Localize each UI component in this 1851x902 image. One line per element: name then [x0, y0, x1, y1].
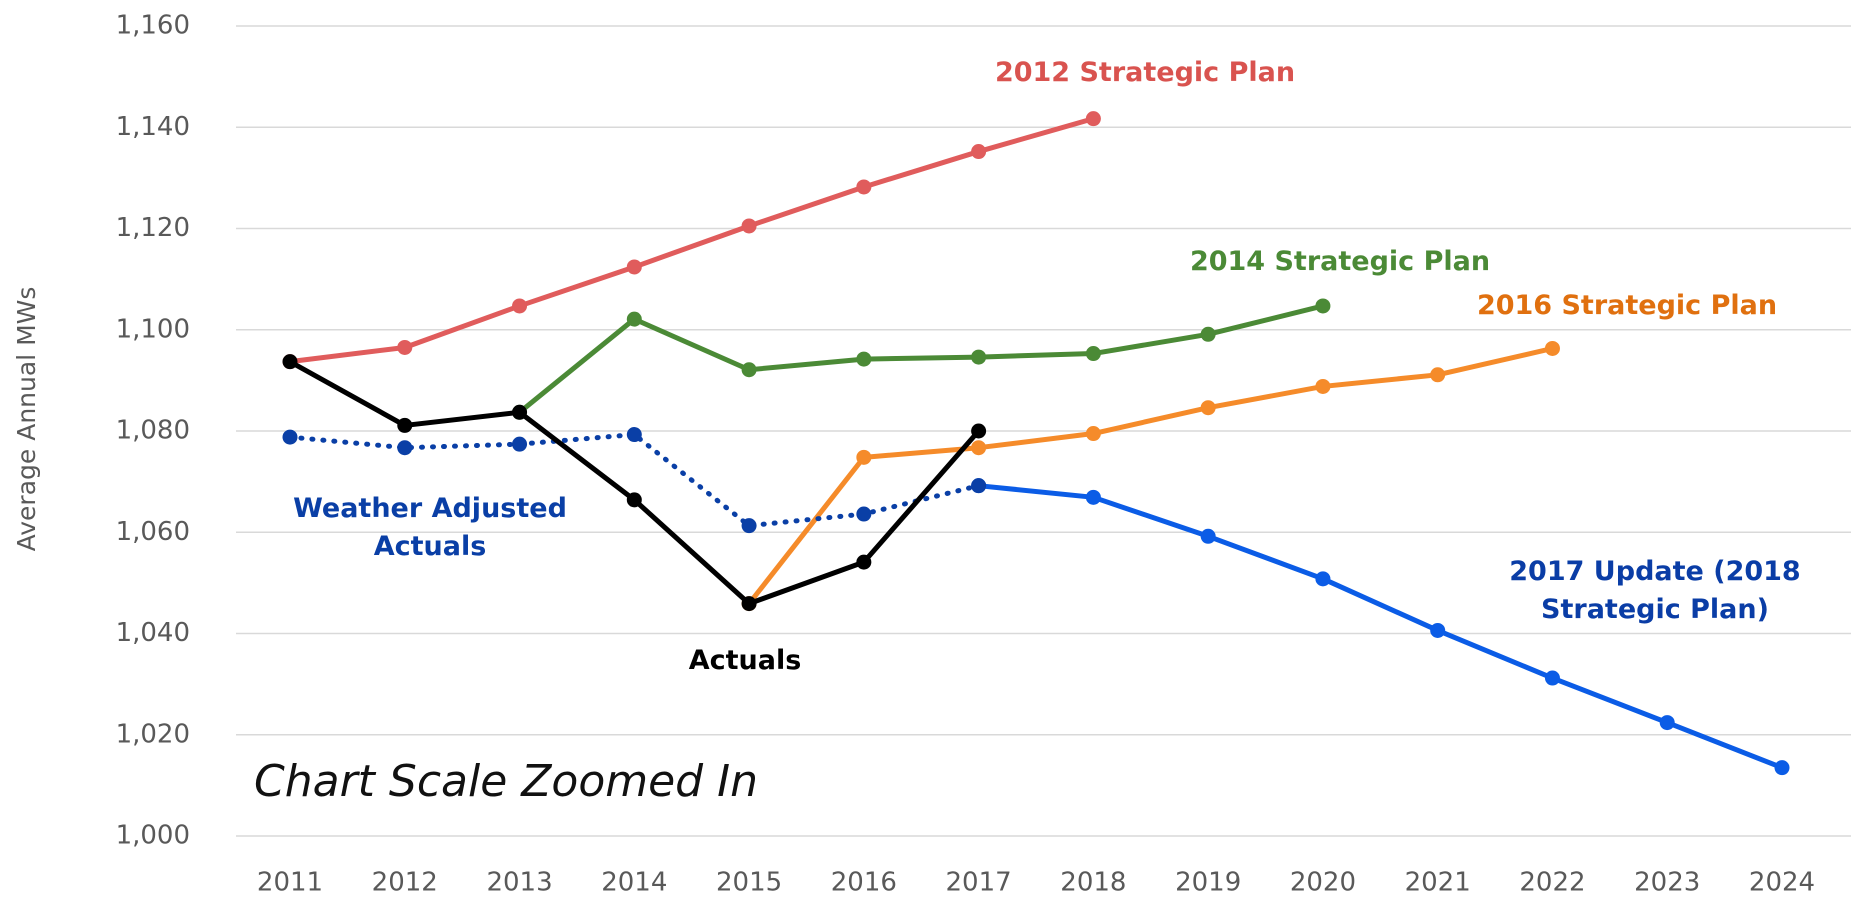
- y-tick-label: 1,000: [116, 821, 190, 851]
- data-point: [626, 311, 642, 327]
- series-line: [517, 303, 1324, 415]
- data-point: [1659, 715, 1675, 731]
- data-point: [741, 218, 757, 234]
- series-line: [978, 483, 1783, 770]
- x-tick-label: 2022: [1519, 868, 1585, 898]
- data-point: [397, 339, 413, 355]
- x-tick-label: 2013: [486, 868, 552, 898]
- data-point: [971, 349, 987, 365]
- data-point: [741, 362, 757, 378]
- x-tick-label: 2012: [372, 868, 438, 898]
- data-point: [626, 492, 642, 508]
- data-point: [512, 298, 528, 314]
- data-point: [971, 440, 987, 456]
- data-point: [282, 429, 298, 445]
- x-tick-label: 2023: [1634, 868, 1700, 898]
- data-point: [856, 351, 872, 367]
- data-point: [1544, 340, 1560, 356]
- y-tick-label: 1,020: [116, 719, 190, 749]
- data-point: [397, 440, 413, 456]
- annotation: Chart Scale Zoomed In: [254, 756, 758, 807]
- data-point: [856, 554, 872, 570]
- data-point: [971, 144, 987, 160]
- data-point: [1200, 400, 1216, 416]
- x-tick-label: 2019: [1175, 868, 1241, 898]
- data-point: [1315, 298, 1331, 314]
- data-point: [1200, 528, 1216, 544]
- data-point: [1430, 367, 1446, 383]
- data-point: [1315, 571, 1331, 587]
- data-point: [856, 449, 872, 465]
- data-point: [971, 423, 987, 439]
- y-tick-label: 1,160: [116, 11, 190, 41]
- data-point: [1085, 346, 1101, 362]
- y-tick-label: 1,100: [116, 314, 190, 344]
- data-point: [1085, 426, 1101, 442]
- x-tick-label: 2014: [601, 868, 667, 898]
- data-point: [1315, 378, 1331, 394]
- data-point: [1085, 111, 1101, 127]
- series-label: 2014 Strategic Plan: [1189, 246, 1491, 277]
- series-line: [289, 116, 1095, 365]
- data-point: [856, 179, 872, 195]
- series-line: [747, 346, 1554, 606]
- y-axis-label: Average Annual MWs: [12, 287, 41, 552]
- data-point: [626, 427, 642, 443]
- series-label: Actuals: [688, 645, 802, 676]
- data-point: [741, 596, 757, 612]
- x-tick-label: 2016: [831, 868, 897, 898]
- data-point: [1200, 326, 1216, 342]
- series-line: [288, 359, 981, 607]
- series-label: 2017 Update (2018 Strategic Plan): [1509, 556, 1801, 625]
- x-tick-label: 2018: [1060, 868, 1126, 898]
- y-tick-label: 1,080: [116, 416, 190, 446]
- data-point: [282, 354, 298, 370]
- series-label: 2012 Strategic Plan: [994, 57, 1296, 88]
- y-tick-label: 1,040: [116, 618, 190, 648]
- data-point: [1774, 760, 1790, 776]
- series-label: Weather Adjusted Actuals: [293, 493, 567, 562]
- x-tick-label: 2020: [1290, 868, 1356, 898]
- x-tick-label: 2015: [716, 868, 782, 898]
- y-tick-label: 1,120: [116, 213, 190, 243]
- data-point: [856, 506, 872, 522]
- data-point: [741, 518, 757, 534]
- x-tick-label: 2024: [1749, 868, 1815, 898]
- x-tick-label: 2021: [1405, 868, 1471, 898]
- series-label: 2016 Strategic Plan: [1476, 290, 1778, 321]
- data-point: [1085, 489, 1101, 505]
- y-tick-label: 1,060: [116, 517, 190, 547]
- y-tick-label: 1,140: [116, 112, 190, 142]
- data-point: [512, 436, 528, 452]
- data-point: [1430, 622, 1446, 638]
- data-point: [1544, 670, 1560, 686]
- data-point: [397, 417, 413, 433]
- data-point: [971, 478, 987, 494]
- x-tick-label: 2017: [946, 868, 1012, 898]
- data-point: [512, 404, 528, 420]
- data-point: [626, 259, 642, 275]
- x-tick-label: 2011: [257, 868, 323, 898]
